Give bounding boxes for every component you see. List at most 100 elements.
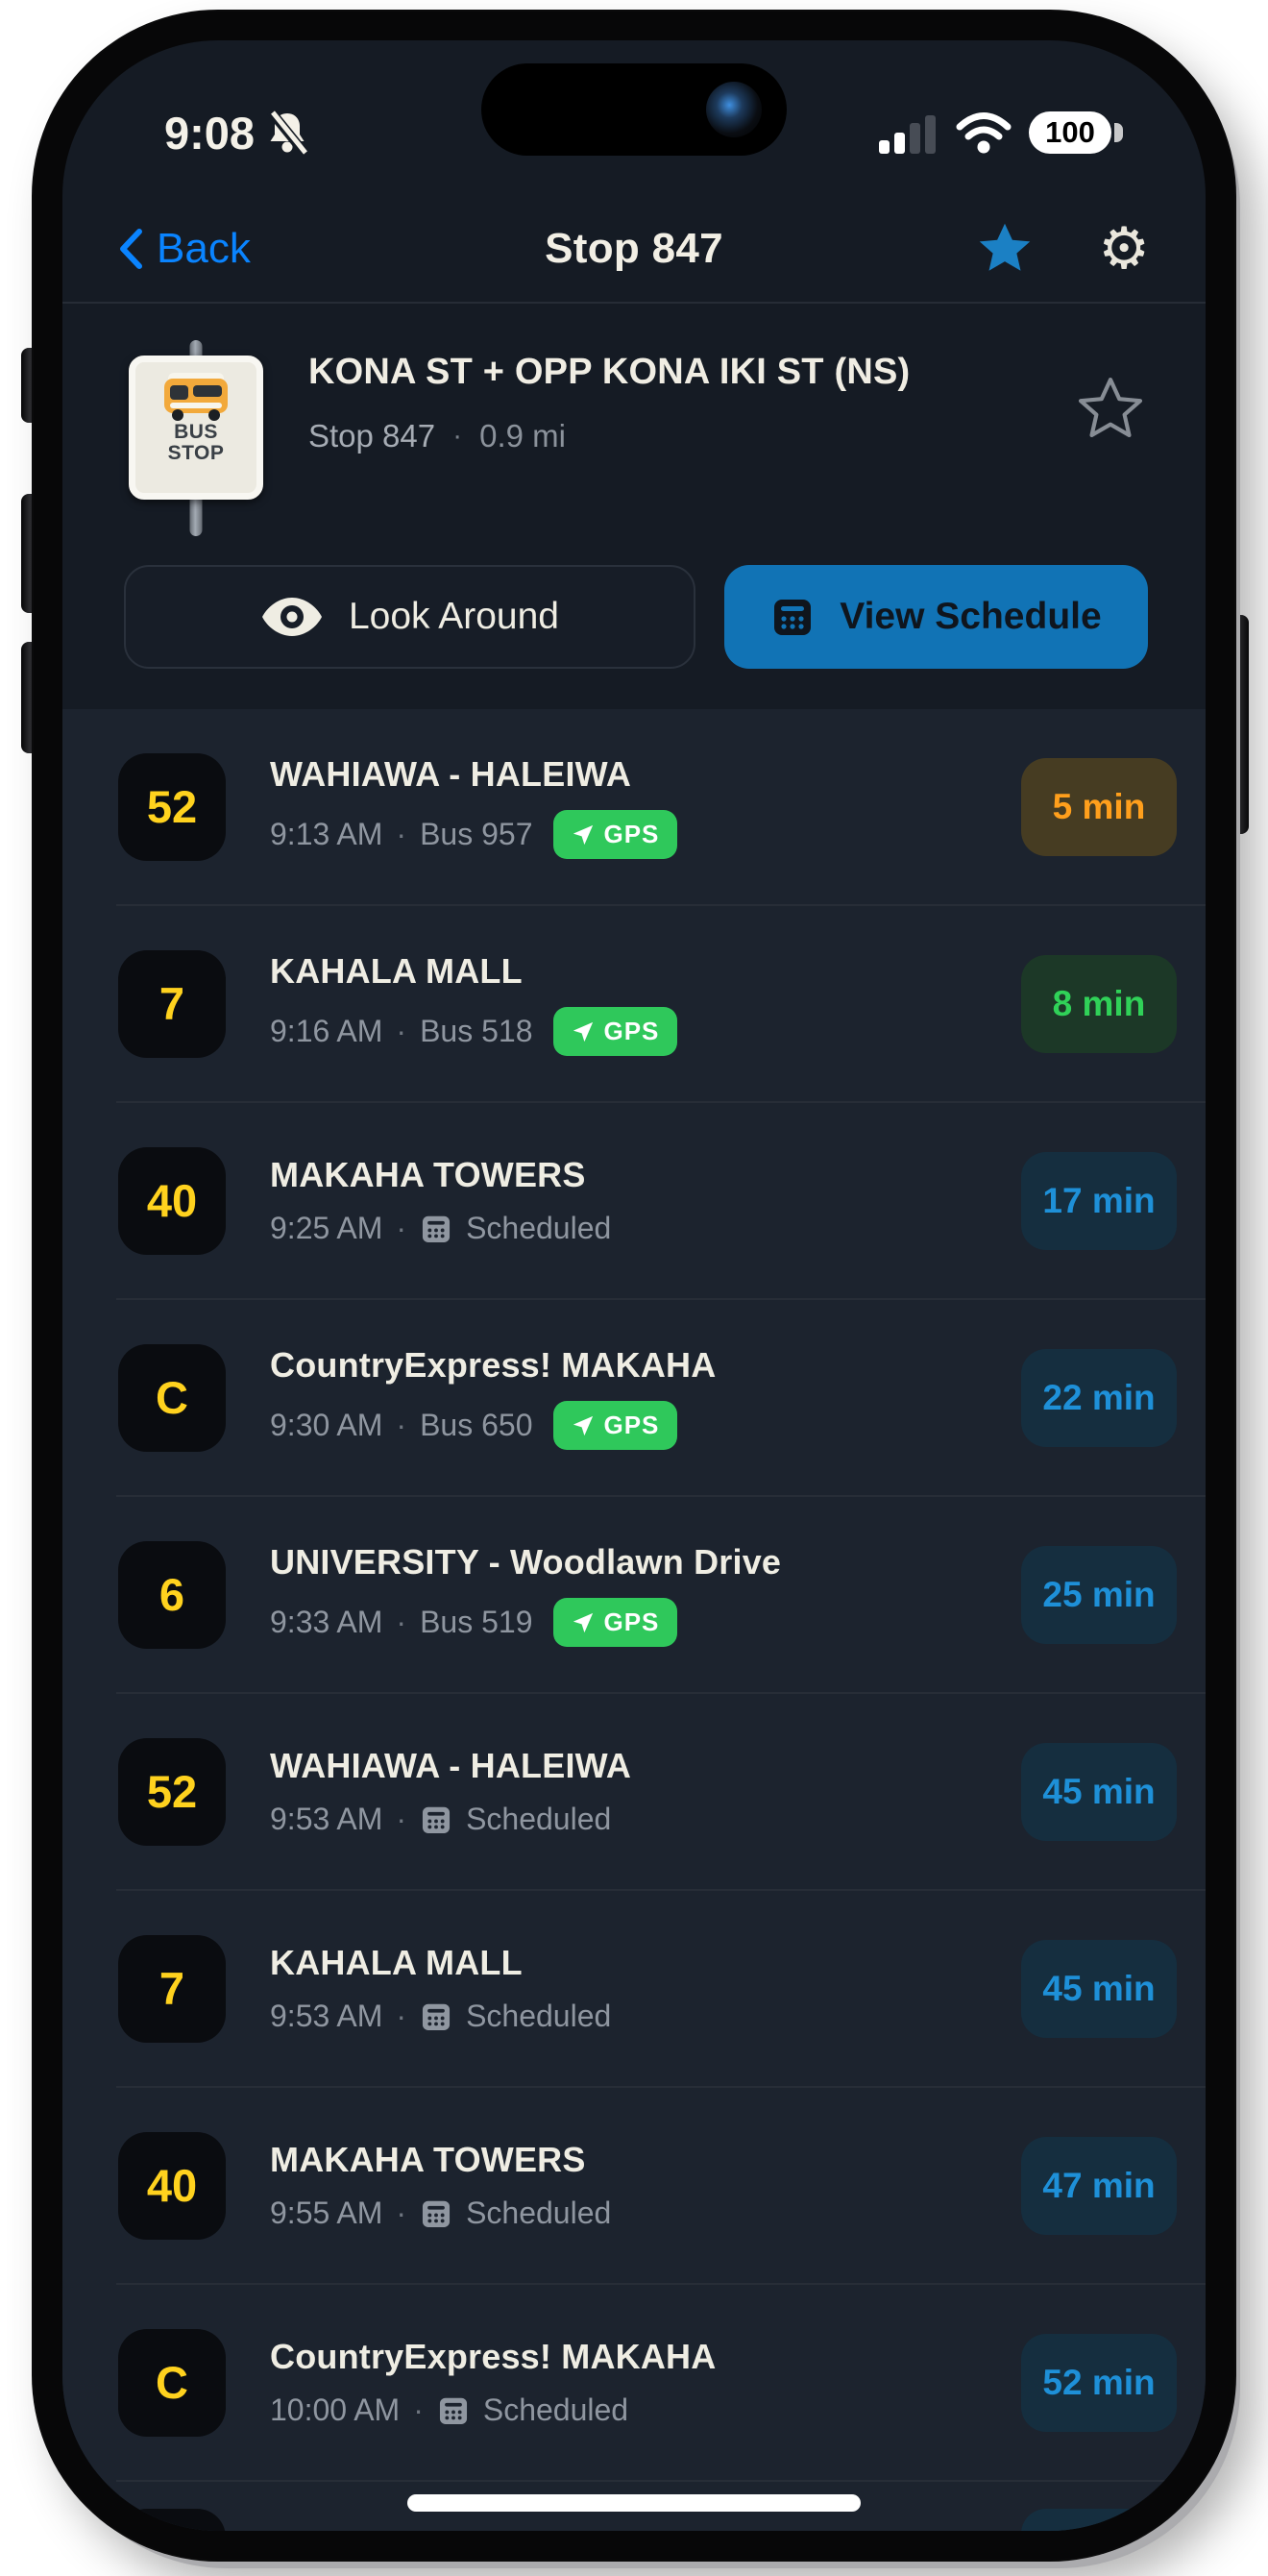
route-number: 40 [146, 1175, 198, 1226]
departure-time: 9:53 AM [270, 1999, 383, 2033]
route-number: 52 [146, 1766, 198, 1817]
stop-header: BUS STOP KONA ST + OPP KONA IKI ST (NS) … [62, 304, 1206, 548]
sign-plate: BUS STOP [129, 356, 263, 500]
separator: · [396, 1999, 407, 2033]
route-destination: CountryExpress! MAKAHA [270, 2337, 717, 2376]
back-button[interactable]: Back [118, 225, 251, 273]
departure-source: Scheduled [482, 2392, 629, 2427]
calendar-icon [420, 2000, 452, 2033]
status-left: 9:08 [164, 107, 308, 159]
departure-time: 9:13 AM [270, 817, 383, 851]
departure-text: WAHIAWA - HALEIWA 9:53 AM · Scheduled [270, 1746, 631, 1837]
row-divider [116, 1692, 1206, 1694]
calendar-icon [774, 600, 812, 635]
route-number: 52 [146, 781, 198, 832]
star-outline-icon [1078, 378, 1143, 438]
home-indicator[interactable] [407, 2494, 861, 2512]
departure-row[interactable]: 52 WAHIAWA - HALEIWA 9:53 AM · [62, 1694, 1206, 1889]
departure-text: WAHIAWA - HALEIWA 9:13 AM · Bus 957 GPS [270, 754, 678, 859]
stop-distance: 0.9 mi [479, 418, 566, 454]
phone-frame: 9:08 [34, 12, 1234, 2560]
departure-row[interactable] [62, 2482, 1206, 2531]
partial-next-row [62, 2480, 1206, 2531]
look-around-button[interactable]: Look Around [124, 565, 695, 669]
route-number: C [156, 2357, 188, 2408]
eta-text: 45 min [1042, 1968, 1156, 2008]
route-number: 6 [158, 1569, 185, 1620]
departure-source: Bus 650 [420, 1408, 533, 1442]
departure-row[interactable]: 6 UNIVERSITY - Woodlawn Drive 9:33 AM · … [62, 1497, 1206, 1692]
departure-time: 9:33 AM [270, 1605, 383, 1639]
route-badge: 52 [118, 1737, 226, 1846]
separator: · [396, 817, 407, 851]
departure-row[interactable]: 7 KAHALA MALL 9:16 AM · Bus 518 GPS 8 mi… [62, 906, 1206, 1101]
departure-row[interactable]: 40 MAKAHA TOWERS 9:25 AM · Sche [62, 1103, 1206, 1298]
eta-badge: 52 min [1021, 2333, 1177, 2432]
look-around-label: Look Around [348, 596, 559, 637]
gps-badge: GPS [553, 1598, 678, 1647]
page-title: Stop 847 [545, 225, 723, 272]
navigation-arrow-icon [573, 824, 594, 845]
separator: · [396, 1211, 407, 1245]
route-badge: 40 [118, 2131, 226, 2240]
departure-text: CountryExpress! MAKAHA 9:30 AM · Bus 650… [270, 1345, 716, 1450]
departure-row[interactable]: C CountryExpress! MAKAHA 9:30 AM · Bus 6… [62, 1300, 1206, 1495]
eta-badge [1021, 2509, 1177, 2531]
gps-badge: GPS [553, 1401, 678, 1450]
navigation-arrow-icon [573, 1415, 594, 1435]
favorite-star-icon[interactable] [975, 220, 1035, 278]
departure-text: KAHALA MALL 9:53 AM · Scheduled [270, 1943, 611, 2034]
route-badge: 40 [118, 1146, 226, 1255]
departure-row[interactable]: C CountryExpress! MAKAHA 10:00 AM · [62, 2285, 1206, 2480]
departure-source: Bus 519 [420, 1605, 533, 1639]
route-badge [118, 2509, 226, 2531]
eta-text: 52 min [1042, 2362, 1156, 2402]
row-divider [116, 1298, 1206, 1300]
route-destination: KAHALA MALL [270, 951, 523, 991]
departure-time: 9:30 AM [270, 1408, 383, 1442]
status-bar: 9:08 [62, 40, 1206, 196]
departure-row[interactable]: 40 MAKAHA TOWERS 9:55 AM · Sche [62, 2088, 1206, 2283]
departure-source: Bus 957 [420, 817, 533, 851]
route-destination: KAHALA MALL [270, 1943, 523, 1982]
favorite-stop-button[interactable] [1073, 336, 1148, 451]
departure-time: 9:55 AM [270, 2196, 383, 2230]
departure-text: KAHALA MALL 9:16 AM · Bus 518 GPS [270, 951, 678, 1056]
route-badge: C [118, 2328, 226, 2437]
route-number: 7 [158, 978, 185, 1029]
separator: · [396, 1802, 407, 1836]
route-destination: MAKAHA TOWERS [270, 1155, 586, 1194]
route-destination: CountryExpress! MAKAHA [270, 1345, 717, 1385]
departure-text: MAKAHA TOWERS 9:55 AM · Scheduled [270, 2140, 611, 2231]
nav-bar: Back Stop 847 ⚙ [62, 196, 1206, 304]
gps-label: GPS [603, 1017, 660, 1045]
departure-row[interactable]: 52 WAHIAWA - HALEIWA 9:13 AM · Bus 957 G… [62, 709, 1206, 904]
departure-subline: 9:13 AM · Bus 957 GPS [270, 810, 678, 859]
navigation-arrow-icon [573, 1612, 594, 1632]
calendar-icon [420, 1213, 452, 1245]
row-divider [116, 2480, 1206, 2482]
battery-percent: 100 [1029, 111, 1111, 154]
departure-source: Scheduled [466, 1802, 612, 1836]
departure-time: 9:53 AM [270, 1802, 383, 1836]
settings-gear-icon[interactable]: ⚙ [1098, 215, 1150, 282]
stop-subtitle: Stop 847 · 0.9 mi [308, 418, 1033, 454]
row-divider [116, 1101, 1206, 1103]
bus-illustration-icon [164, 373, 228, 421]
departure-source: Scheduled [466, 2196, 612, 2230]
route-destination: MAKAHA TOWERS [270, 2140, 586, 2179]
chevron-left-icon [120, 229, 142, 269]
view-schedule-label: View Schedule [840, 596, 1102, 637]
eye-icon [261, 598, 322, 636]
eta-text: 22 min [1042, 1377, 1156, 1417]
departure-time: 9:16 AM [270, 1014, 383, 1048]
separator: · [396, 1605, 407, 1639]
clock: 9:08 [164, 107, 256, 159]
gps-badge: GPS [553, 810, 678, 859]
route-number: 7 [158, 1963, 185, 2014]
departure-subline: 10:00 AM · Scheduled [270, 2392, 716, 2428]
view-schedule-button[interactable]: View Schedule [723, 565, 1148, 669]
navigation-arrow-icon [573, 1021, 594, 1042]
departure-row[interactable]: 7 KAHALA MALL 9:53 AM · Schedul [62, 1891, 1206, 2086]
stop-number: Stop 847 [308, 418, 436, 454]
